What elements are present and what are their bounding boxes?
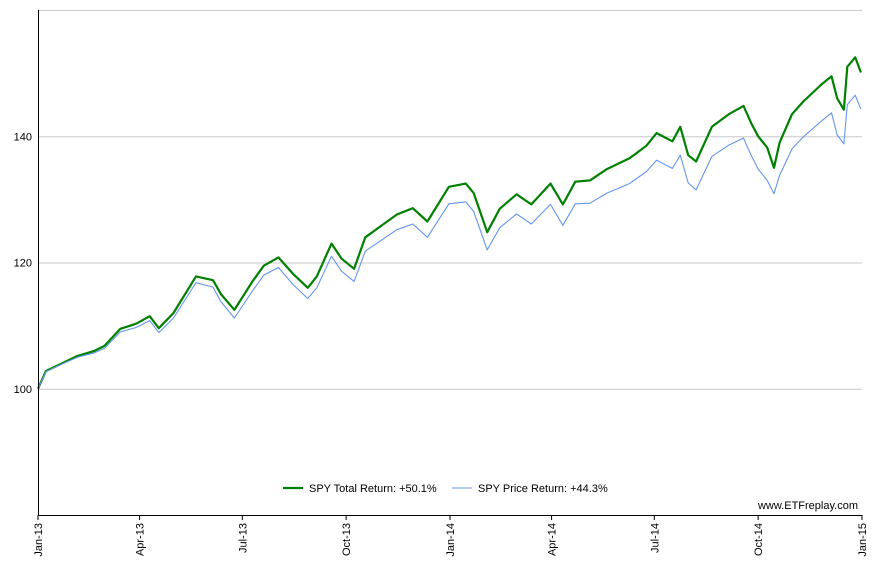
x-tick-label: Jan-13 xyxy=(33,523,45,557)
legend: SPY Total Return: +50.1% SPY Price Return… xyxy=(283,483,608,495)
y-tick-label: 140 xyxy=(14,131,32,143)
series-lines xyxy=(36,56,862,390)
x-tick-label: Oct-14 xyxy=(753,523,765,556)
x-tick-label: Oct-13 xyxy=(341,523,353,556)
x-tick-label: Jan-14 xyxy=(445,523,457,557)
legend-label: SPY Total Return: +50.1% xyxy=(309,483,437,495)
axes: 100 120 140 Jan-13 Apr-13 Jul-13 Oct-13 Jan-14 A… xyxy=(14,10,869,557)
x-tick-label: Jul-13 xyxy=(237,523,249,553)
series-line-total-return xyxy=(36,56,862,390)
series-line-price-return xyxy=(37,94,862,390)
watermark-text: www.ETFreplay.com xyxy=(757,500,858,512)
y-tick-label: 120 xyxy=(14,258,32,270)
x-tick-label: Jul-14 xyxy=(649,523,661,553)
legend-label: SPY Price Return: +44.3% xyxy=(478,483,608,495)
x-tick-label: Apr-13 xyxy=(135,523,147,556)
x-tick-label: Jan-15 xyxy=(857,523,869,557)
x-tick-label: Apr-14 xyxy=(547,523,559,556)
gridlines xyxy=(38,10,862,390)
y-tick-label: 100 xyxy=(14,384,32,396)
